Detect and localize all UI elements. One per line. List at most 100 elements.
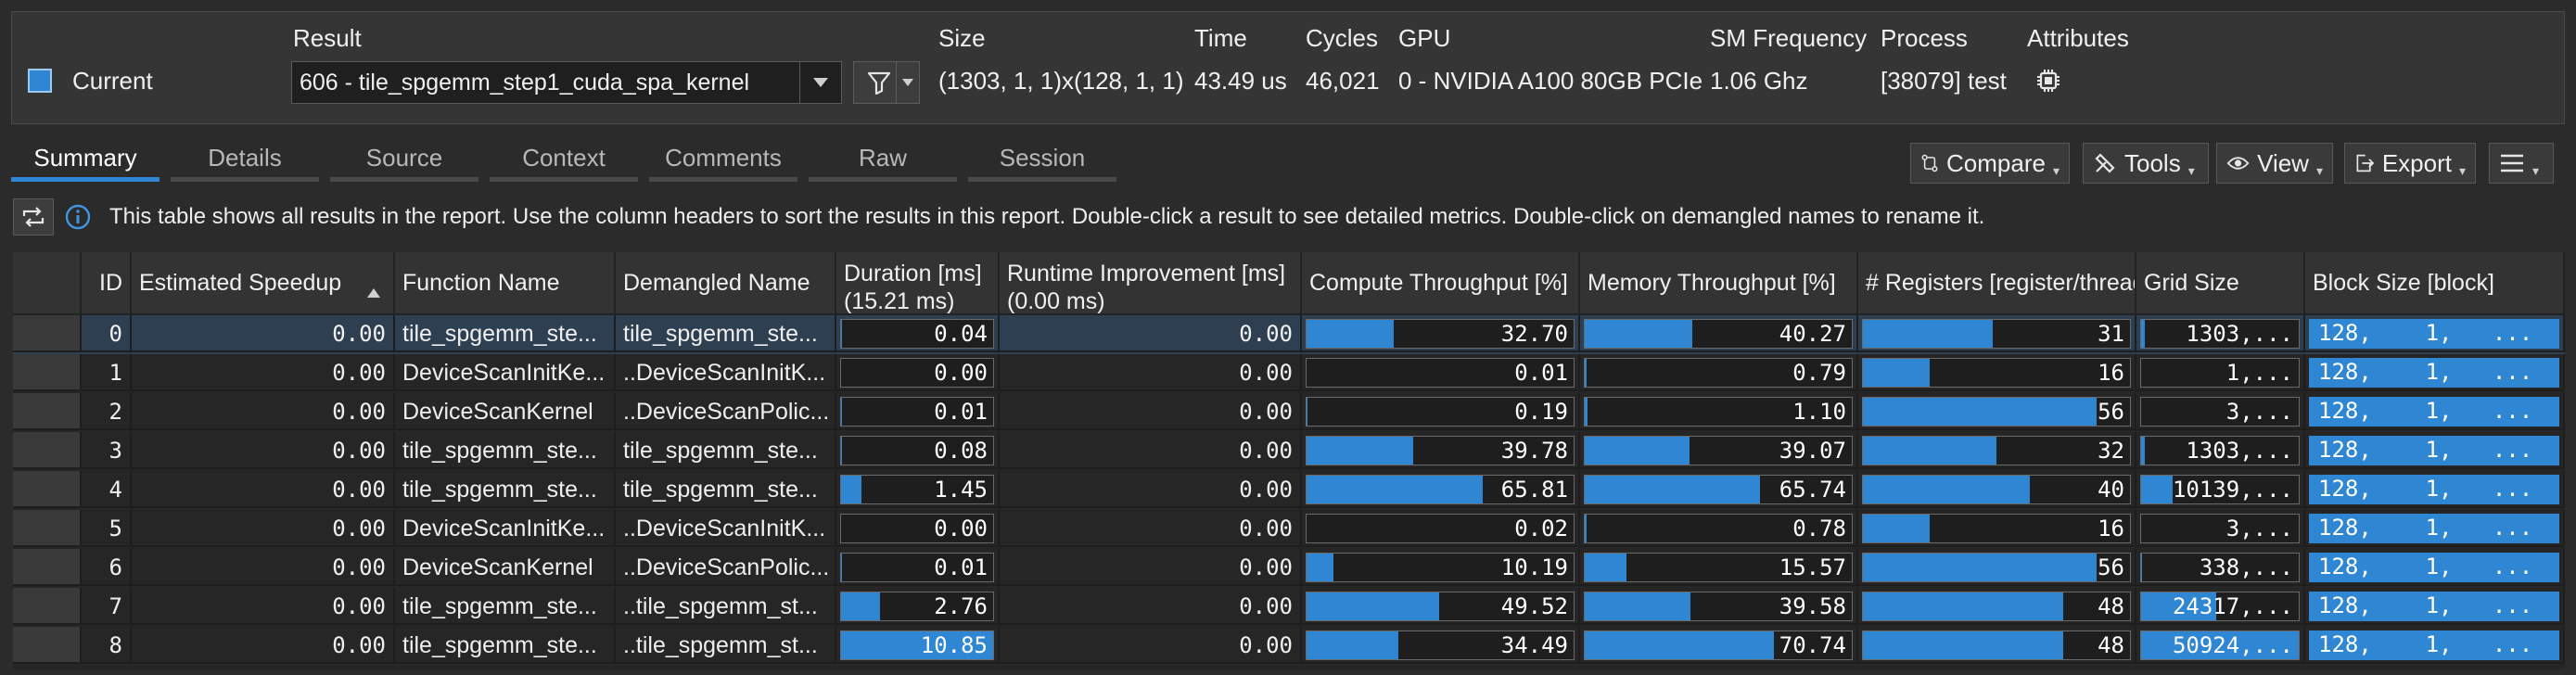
cell-memory-throughput: 39.58 bbox=[1580, 588, 1858, 625]
process-label: Process bbox=[1881, 24, 1968, 52]
column-header-function-name[interactable]: Function Name bbox=[395, 252, 616, 315]
cell-function-name: DeviceScanInitKe... bbox=[395, 354, 616, 391]
tab-session[interactable]: Session bbox=[968, 141, 1116, 182]
current-color-checkbox[interactable] bbox=[28, 69, 52, 93]
cell-demangled-name: ..tile_spgemm_st... bbox=[616, 588, 836, 625]
tab-comments[interactable]: Comments bbox=[649, 141, 797, 182]
compare-button[interactable]: Compare ▾ bbox=[1910, 143, 2070, 184]
column-header-compute-throughput[interactable]: Compute Throughput [%] bbox=[1302, 252, 1580, 315]
table-row[interactable]: 1 0.00 DeviceScanInitKe... ..DeviceScanInit… bbox=[13, 354, 2565, 393]
cell-memory-throughput-bar-fill bbox=[1585, 359, 1588, 387]
table-row[interactable]: 8 0.00 tile_spgemm_ste... ..tile_spgemm_st.… bbox=[13, 627, 2565, 666]
cell-grid-size-bar-fill bbox=[2141, 631, 2299, 659]
row-header[interactable] bbox=[13, 627, 82, 664]
menu-button[interactable]: ▾ bbox=[2489, 143, 2554, 184]
table-row[interactable]: 6 0.00 DeviceScanKernel ..DeviceScanPolic..… bbox=[13, 549, 2565, 588]
cell-memory-throughput-value: 15.57 bbox=[1779, 554, 1846, 580]
cell-memory-throughput: 40.27 bbox=[1580, 315, 1858, 352]
result-select-value: 606 - tile_spgemm_step1_cuda_spa_kernel bbox=[300, 70, 750, 96]
tab-details[interactable]: Details bbox=[171, 141, 319, 182]
cell-duration-bar: 0.08 bbox=[840, 436, 994, 465]
filter-dropdown-button[interactable] bbox=[896, 61, 920, 104]
cell-memory-throughput: 70.74 bbox=[1580, 627, 1858, 664]
table-row[interactable]: 0 0.00 tile_spgemm_ste... tile_spgemm_ste..… bbox=[13, 315, 2565, 354]
table-row[interactable]: 2 0.00 DeviceScanKernel ..DeviceScanPolic..… bbox=[13, 393, 2565, 432]
tab-context[interactable]: Context bbox=[490, 141, 638, 182]
cell-block-size-bar: 128, 1, ... bbox=[2309, 475, 2559, 504]
cell-grid-size: 1,... bbox=[2136, 354, 2305, 391]
cell-function-name: DeviceScanKernel bbox=[395, 393, 616, 430]
table-row[interactable]: 7 0.00 tile_spgemm_ste... ..tile_spgemm_st.… bbox=[13, 588, 2565, 627]
row-header[interactable] bbox=[13, 432, 82, 469]
table-row[interactable]: 5 0.00 DeviceScanInitKe... ..DeviceScanInit… bbox=[13, 510, 2565, 549]
cell-grid-size: 338,... bbox=[2136, 549, 2305, 586]
cell-id: 5 bbox=[82, 510, 132, 547]
cell-duration-value: 10.85 bbox=[920, 632, 988, 658]
view-button[interactable]: View ▾ bbox=[2216, 143, 2333, 184]
cell-grid-size: 50924,... bbox=[2136, 627, 2305, 664]
column-header-demangled-name[interactable]: Demangled Name bbox=[616, 252, 836, 315]
column-header-block-size[interactable]: Block Size [block] bbox=[2305, 252, 2565, 315]
row-header[interactable] bbox=[13, 393, 82, 430]
cell-memory-throughput: 39.07 bbox=[1580, 432, 1858, 469]
cell-block-size-bar: 128, 1, ... bbox=[2309, 397, 2559, 427]
export-button[interactable]: Export ▾ bbox=[2344, 143, 2476, 184]
cell-grid-size-bar-fill bbox=[2141, 437, 2146, 465]
column-header-memory-throughput[interactable]: Memory Throughput [%] bbox=[1580, 252, 1858, 315]
cell-compute-throughput-bar: 49.52 bbox=[1306, 592, 1575, 621]
column-header-estimated-speedup[interactable]: Estimated Speedup bbox=[132, 252, 395, 315]
cell-compute-throughput-bar: 39.78 bbox=[1306, 436, 1575, 465]
row-header[interactable] bbox=[13, 588, 82, 625]
tab-summary[interactable]: Summary bbox=[11, 141, 159, 182]
column-header-id[interactable]: ID bbox=[82, 252, 132, 315]
info-message: This table shows all results in the repo… bbox=[109, 204, 1985, 229]
column-header-runtime-improvement[interactable]: Runtime Improvement [ms] (0.00 ms) bbox=[1000, 252, 1302, 315]
cell-grid-size-value: 1303,... bbox=[2186, 438, 2293, 464]
cell-block-size: 128, 1, ... bbox=[2305, 510, 2565, 547]
cell-registers: 56 bbox=[1858, 549, 2136, 586]
cell-compute-throughput-bar-fill bbox=[1307, 592, 1439, 620]
cell-compute-throughput-value: 65.81 bbox=[1500, 477, 1568, 503]
row-header[interactable] bbox=[13, 315, 82, 352]
tab-source[interactable]: Source bbox=[330, 141, 478, 182]
cell-block-size-bar: 128, 1, ... bbox=[2309, 630, 2559, 660]
cell-memory-throughput-bar-fill bbox=[1585, 554, 1626, 581]
column-header-function-name-label: Function Name bbox=[402, 270, 560, 296]
row-header[interactable] bbox=[13, 471, 82, 508]
cell-duration: 0.00 bbox=[836, 354, 1000, 391]
cell-grid-size-value: 3,... bbox=[2225, 399, 2293, 425]
tab-raw[interactable]: Raw bbox=[809, 141, 957, 182]
cell-duration-value: 2.76 bbox=[934, 593, 988, 619]
column-header-grid-size[interactable]: Grid Size bbox=[2136, 252, 2305, 315]
cell-registers-bar-fill bbox=[1863, 437, 1996, 465]
cell-estimated-speedup: 0.00 bbox=[132, 432, 395, 469]
row-header[interactable] bbox=[13, 354, 82, 391]
cell-compute-throughput-value: 0.02 bbox=[1514, 516, 1568, 541]
chevron-down-icon[interactable] bbox=[799, 62, 841, 103]
column-header-duration[interactable]: Duration [ms] (15.21 ms) bbox=[836, 252, 1000, 315]
cell-id: 6 bbox=[82, 549, 132, 586]
chip-icon[interactable] bbox=[2034, 67, 2062, 95]
cell-registers-bar-fill bbox=[1863, 320, 1993, 348]
cell-duration-value: 0.00 bbox=[934, 360, 988, 386]
column-header-registers[interactable]: # Registers [register/thread] bbox=[1858, 252, 2136, 315]
cell-compute-throughput-bar-fill bbox=[1307, 631, 1399, 659]
tools-button[interactable]: Tools ▾ bbox=[2083, 143, 2209, 184]
cell-compute-throughput-bar-fill bbox=[1307, 437, 1413, 465]
column-header-registers-label: # Registers [register/thread] bbox=[1866, 270, 2136, 296]
cell-estimated-speedup: 0.00 bbox=[132, 627, 395, 664]
cell-runtime-improvement: 0.00 bbox=[1000, 588, 1302, 625]
result-select[interactable]: 606 - tile_spgemm_step1_cuda_spa_kernel bbox=[291, 61, 842, 104]
cell-compute-throughput: 49.52 bbox=[1302, 588, 1580, 625]
row-header[interactable] bbox=[13, 549, 82, 586]
cell-id: 7 bbox=[82, 588, 132, 625]
row-header[interactable] bbox=[13, 510, 82, 547]
cell-grid-size-bar: 1,... bbox=[2140, 358, 2300, 388]
cell-id: 2 bbox=[82, 393, 132, 430]
table-row[interactable]: 3 0.00 tile_spgemm_ste... tile_spgemm_ste..… bbox=[13, 432, 2565, 471]
table-row[interactable]: 4 0.00 tile_spgemm_ste... tile_spgemm_ste..… bbox=[13, 471, 2565, 510]
refresh-button[interactable] bbox=[13, 198, 54, 236]
cell-memory-throughput-bar-fill bbox=[1585, 320, 1692, 348]
cell-duration-value: 0.08 bbox=[934, 438, 988, 464]
chevron-down-icon bbox=[902, 79, 913, 86]
